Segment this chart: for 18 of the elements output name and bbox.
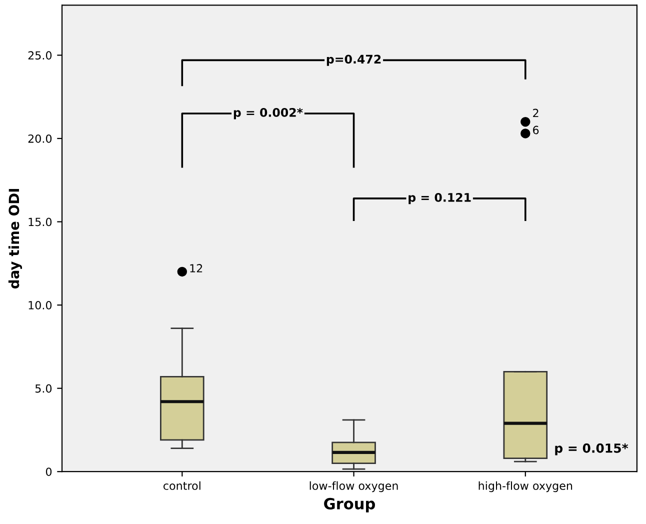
annotation: 2 [533, 108, 538, 118]
y-tick-label: 25.0 [28, 51, 52, 60]
y-axis-title: day time ODI [8, 189, 22, 288]
y-tick-label: 20.0 [28, 134, 52, 143]
x-tick-label: control [164, 481, 200, 490]
y-tick-label: 10.0 [28, 301, 52, 310]
x-tick-label: high-flow oxygen [478, 481, 572, 492]
x-axis-title: Group [324, 498, 375, 512]
annotation: 12 [190, 264, 202, 272]
y-tick-label: 5.0 [35, 384, 52, 393]
y-tick-label: 0 [46, 468, 52, 476]
annotation: p = 0.121 [408, 192, 471, 204]
annotation: p=0.472 [326, 54, 381, 66]
x-tick-label: low-flow oxygen [310, 481, 398, 492]
annotation: p = 0.015* [555, 443, 628, 456]
annotation: p = 0.002* [234, 108, 303, 120]
y-tick-label: 15.0 [28, 218, 52, 226]
annotation: 6 [533, 126, 539, 134]
